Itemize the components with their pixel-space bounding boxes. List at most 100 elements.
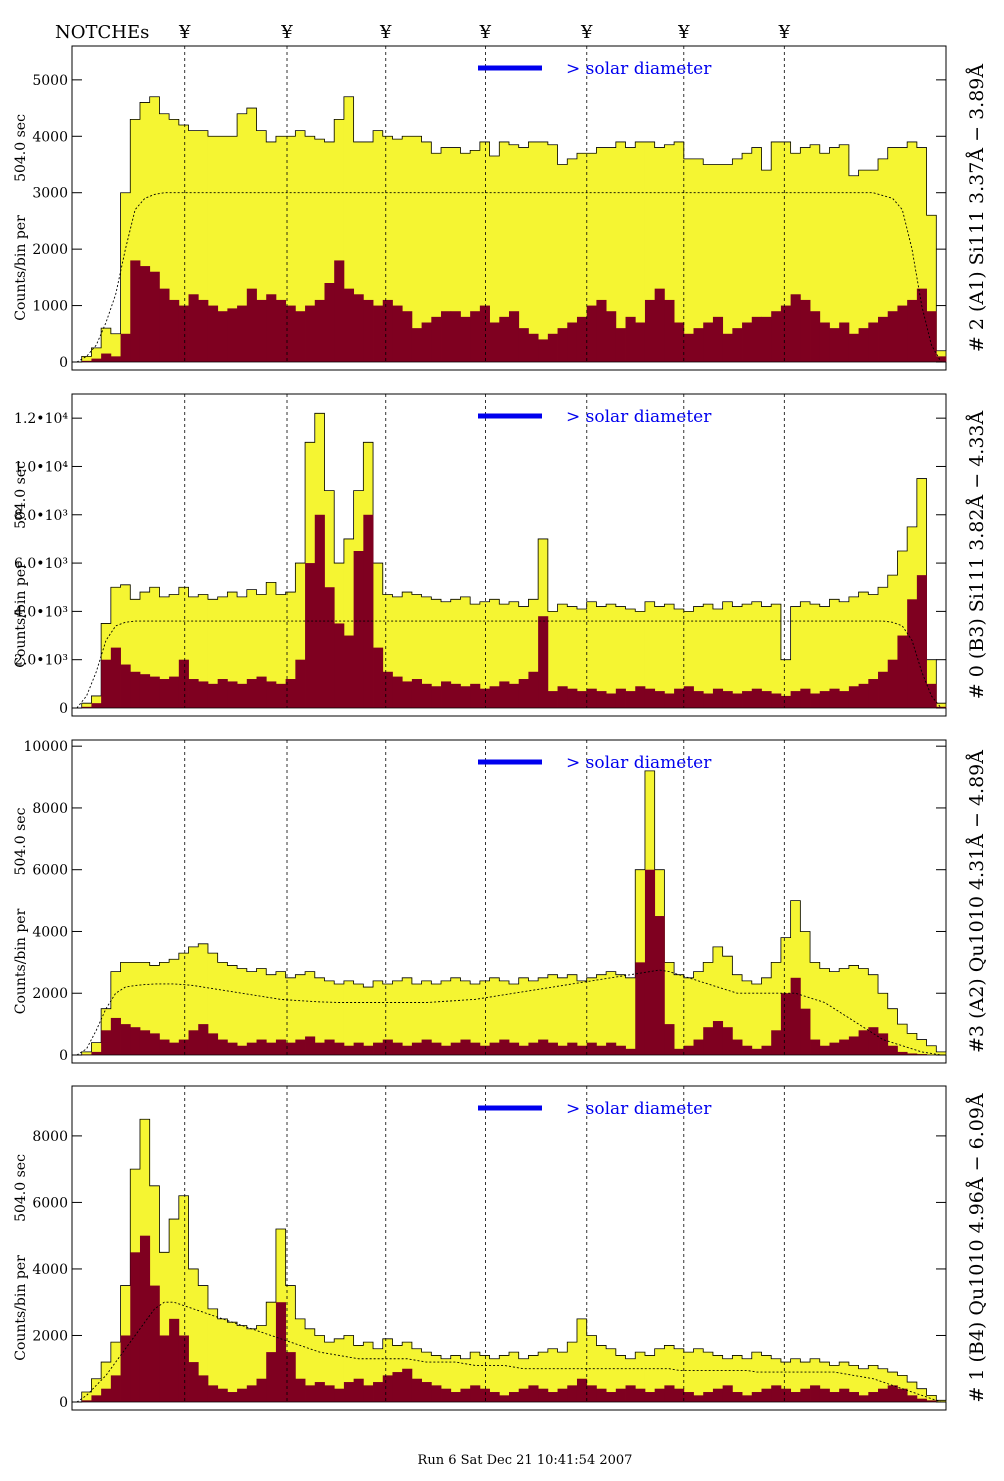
bar-secondary [587, 1043, 597, 1055]
bar-secondary [257, 1040, 267, 1055]
bar-secondary [655, 289, 665, 362]
bar-secondary [208, 306, 218, 362]
bar-secondary [732, 1040, 742, 1055]
bar-secondary [664, 1024, 674, 1055]
ylabel-counts: Counts/bin per [13, 908, 29, 1014]
bar-secondary [198, 681, 208, 708]
bar-secondary [276, 300, 286, 362]
bar-secondary [159, 289, 169, 362]
bar-secondary [791, 691, 801, 708]
bar-secondary [888, 1385, 898, 1402]
bar-total [723, 165, 733, 363]
bar-total [820, 969, 830, 1055]
bar-secondary [655, 691, 665, 708]
bar-secondary [189, 1362, 199, 1402]
bar-secondary [179, 660, 189, 708]
bar-secondary [878, 672, 888, 708]
bar-secondary [247, 1043, 257, 1055]
bar-secondary [431, 686, 441, 708]
panel-label: #3 (A2) Qu1010 4.31Å − 4.89Å [966, 750, 988, 1053]
bar-secondary [373, 306, 383, 362]
bar-secondary [742, 323, 752, 363]
bar-total [606, 972, 616, 1055]
panel-label: # 1 (B4) Qu1010 4.96Å − 6.09Å [966, 1093, 988, 1403]
bar-total [626, 978, 636, 1055]
bar-secondary [305, 563, 315, 708]
bar-total [616, 975, 626, 1055]
ytick-label: 4000 [32, 129, 68, 145]
bar-secondary [616, 1046, 626, 1055]
bar-secondary [596, 1389, 606, 1402]
bar-secondary [859, 1395, 869, 1402]
bar-secondary [315, 1043, 325, 1055]
bar-secondary [888, 1046, 898, 1055]
bar-secondary [742, 691, 752, 708]
bar-secondary [208, 1033, 218, 1055]
bar-secondary [490, 1392, 500, 1402]
bar-secondary [849, 334, 859, 362]
bar-secondary [645, 870, 655, 1055]
bar-secondary [742, 1395, 752, 1402]
ytick-label: 6000 [32, 863, 68, 879]
ytick-label: 10000 [23, 739, 68, 755]
bar-secondary [917, 575, 927, 708]
bar-secondary [334, 623, 344, 708]
notch-symbol-4: ¥ [580, 22, 593, 43]
bar-secondary [868, 1392, 878, 1402]
bar-total [742, 981, 752, 1055]
bar-secondary [227, 681, 237, 708]
bar-secondary [159, 1040, 169, 1055]
bar-total [519, 978, 529, 1055]
bar-secondary [140, 1236, 150, 1402]
bar-secondary [839, 1040, 849, 1055]
bar-secondary [606, 1043, 616, 1055]
bar-total [606, 604, 616, 708]
bar-secondary [451, 311, 461, 362]
bar-secondary [694, 328, 704, 362]
bar-secondary [596, 691, 606, 708]
bar-secondary [703, 1392, 713, 1402]
bar-secondary [859, 328, 869, 362]
bar-secondary [723, 1385, 733, 1402]
bar-secondary [392, 306, 402, 362]
bar-secondary [441, 311, 451, 362]
bar-secondary [422, 684, 432, 708]
bar-secondary [674, 1389, 684, 1402]
bar-secondary [635, 686, 645, 708]
bar-secondary [907, 1395, 917, 1402]
bar-secondary [227, 1392, 237, 1402]
bar-secondary [897, 636, 907, 708]
bar-total [558, 978, 568, 1055]
bar-secondary [558, 1046, 568, 1055]
bar-secondary [800, 689, 810, 708]
ytick-label: 1.2•10⁴ [14, 411, 68, 427]
bar-secondary [276, 1040, 286, 1055]
bar-secondary [519, 328, 529, 362]
bar-secondary [218, 679, 228, 708]
bar-secondary [703, 694, 713, 708]
bar-secondary [577, 1046, 587, 1055]
bar-secondary [91, 359, 101, 362]
ylabel-counts: Counts/bin per [13, 1255, 29, 1361]
bar-secondary [140, 266, 150, 362]
bar-secondary [237, 1046, 247, 1055]
ytick-label: 0 [59, 1395, 68, 1411]
bar-secondary [150, 677, 160, 708]
bar-secondary [616, 689, 626, 708]
bar-secondary [189, 1030, 199, 1055]
bar-secondary [422, 1040, 432, 1055]
bar-secondary [548, 1043, 558, 1055]
bar-secondary [499, 1395, 509, 1402]
bar-secondary [121, 334, 131, 362]
bar-secondary [548, 1392, 558, 1402]
bar-secondary [334, 1043, 344, 1055]
bar-secondary [626, 1049, 636, 1055]
bar-secondary [567, 323, 577, 363]
bar-secondary [674, 1049, 684, 1055]
bar-secondary [509, 684, 519, 708]
bar-secondary [121, 1024, 131, 1055]
bar-secondary [499, 681, 509, 708]
